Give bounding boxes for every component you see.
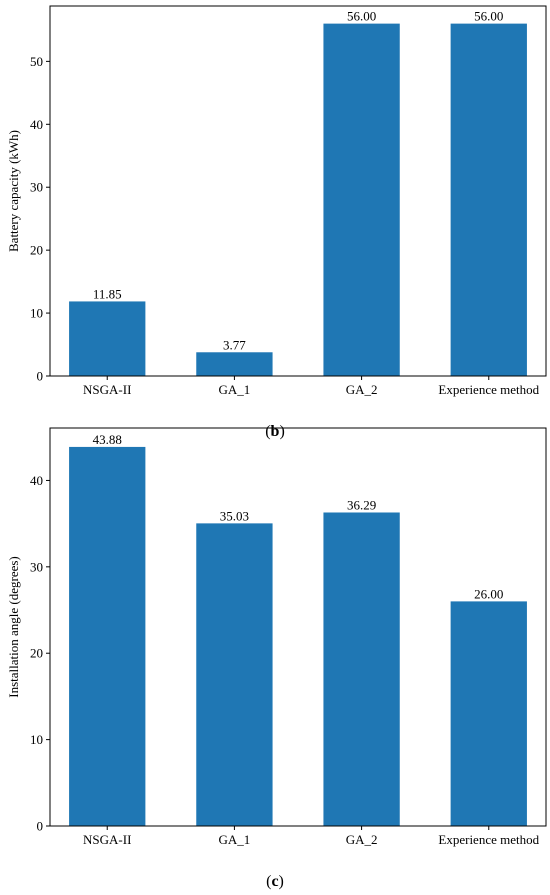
x-tick-label: GA_1 — [219, 382, 251, 397]
bar-ga-2 — [323, 512, 400, 826]
x-tick-label: Experience method — [438, 382, 539, 397]
y-tick-label: 40 — [30, 117, 43, 132]
y-tick-label: 0 — [37, 819, 44, 834]
panel-caption: (b) — [265, 423, 285, 440]
y-tick-label: 0 — [37, 369, 44, 384]
bar-ga-2 — [323, 23, 400, 377]
data-label: 43.88 — [93, 432, 122, 447]
chart-battery-capacity: 11.85 3.77 56.00 56.00 0 10 20 30 40 50 NSGA-II GA_… — [6, 5, 547, 440]
bar-experience-method — [450, 23, 527, 377]
data-label: 56.00 — [347, 9, 376, 24]
y-axis-label: Installation angle (degrees) — [6, 556, 21, 698]
panel-caption-letter: b — [271, 423, 280, 440]
data-label: 35.03 — [220, 508, 249, 523]
y-tick-label: 30 — [30, 180, 43, 195]
y-tick-label: 50 — [30, 54, 43, 69]
data-label: 11.85 — [93, 286, 122, 301]
x-tick-label: Experience method — [438, 832, 539, 847]
bar-nsga-ii — [69, 446, 146, 826]
y-tick-label: 40 — [30, 473, 43, 488]
x-tick-label: GA_2 — [346, 832, 378, 847]
data-label: 26.00 — [474, 586, 503, 601]
x-tick-label: GA_2 — [346, 382, 378, 397]
data-label: 3.77 — [223, 337, 246, 352]
plot-frame — [49, 427, 547, 827]
x-tick-label: NSGA-II — [83, 382, 131, 397]
bar-experience-method — [450, 601, 527, 826]
y-tick-label: 20 — [30, 646, 43, 661]
x-tick-label: NSGA-II — [83, 832, 131, 847]
panel-caption: (c) — [266, 873, 284, 890]
y-tick-label: 10 — [30, 306, 43, 321]
panel-caption-letter: c — [271, 873, 278, 890]
data-label: 56.00 — [474, 9, 503, 24]
y-axis-label: Battery capacity (kWh) — [6, 130, 21, 252]
x-tick-label: GA_1 — [219, 832, 251, 847]
y-tick-label: 20 — [30, 243, 43, 258]
bar-nsga-ii — [69, 301, 146, 376]
y-tick-label: 30 — [30, 559, 43, 574]
data-label: 36.29 — [347, 497, 376, 512]
bar-ga-1 — [196, 523, 273, 826]
y-tick-label: 10 — [30, 732, 43, 747]
plot-frame — [49, 5, 547, 377]
bar-ga-1 — [196, 352, 273, 376]
chart-installation-angle: 43.88 35.03 36.29 26.00 0 10 20 30 40 NSGA-II GA_1… — [6, 427, 547, 890]
